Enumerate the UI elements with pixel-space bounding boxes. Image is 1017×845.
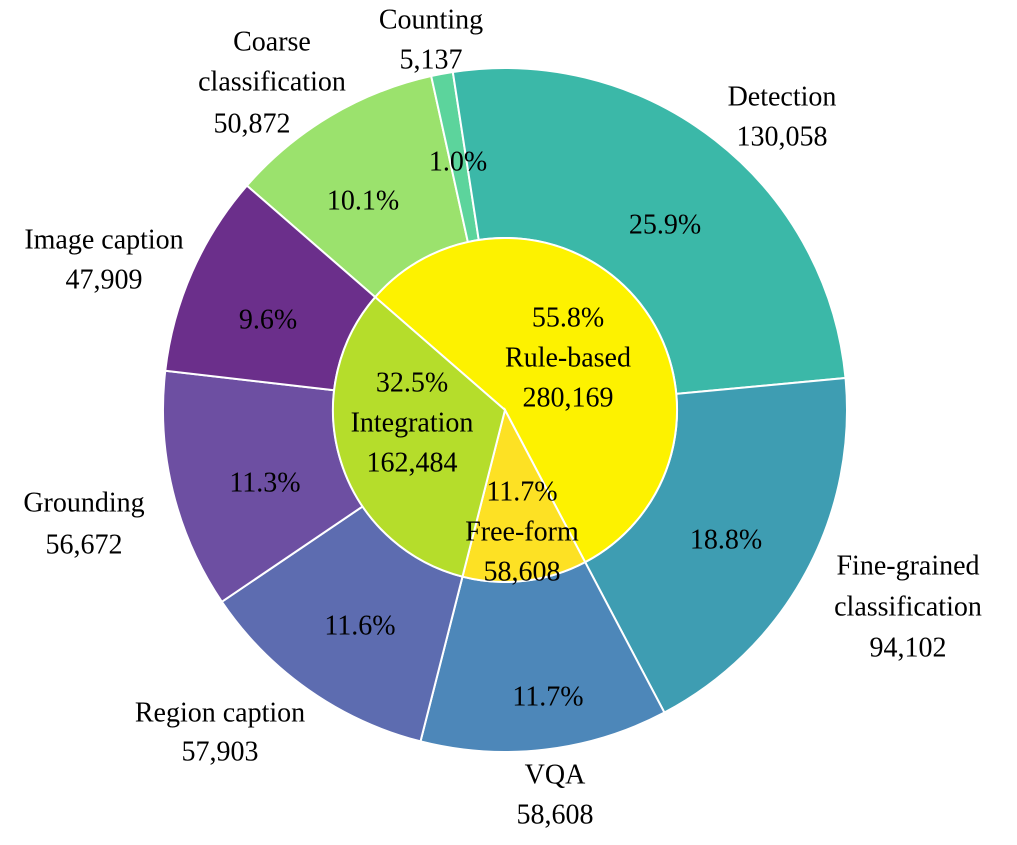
- value-label-free-form: 58,608: [484, 557, 561, 588]
- percent-label-coarse-classification: 10.1%: [327, 186, 399, 217]
- value-label-fine-grained-classification: 94,102: [870, 633, 947, 664]
- percent-label-integration: 32.5%: [376, 368, 448, 399]
- inner-slice-free-form: [461, 407, 587, 583]
- value-label-counting: 5,137: [400, 45, 463, 76]
- percent-label-fine-grained-classification: 18.8%: [690, 525, 762, 556]
- value-label-grounding: 56,672: [46, 530, 123, 561]
- category-label-fine-grained-classification: classification: [834, 592, 982, 623]
- value-label-coarse-classification: 50,872: [214, 109, 291, 140]
- category-label-integration: Integration: [351, 408, 474, 439]
- category-label-fine-grained-classification: Fine-grained: [836, 551, 979, 582]
- category-label-grounding: Grounding: [23, 488, 144, 519]
- value-label-vqa: 58,608: [517, 800, 594, 831]
- category-label-free-form: Free-form: [465, 517, 579, 548]
- category-label-region-caption: Region caption: [135, 698, 305, 729]
- inner-slice-integration: [332, 295, 507, 578]
- percent-label-region-caption: 11.6%: [324, 611, 395, 642]
- category-label-coarse-classification: classification: [198, 67, 346, 98]
- percent-label-image-caption: 9.6%: [239, 305, 297, 336]
- percent-label-detection: 25.9%: [629, 210, 701, 241]
- percent-label-free-form: 11.7%: [486, 477, 557, 508]
- value-label-region-caption: 57,903: [182, 737, 259, 768]
- category-label-counting: Counting: [379, 5, 483, 36]
- percent-label-rule-based: 55.8%: [532, 303, 604, 334]
- category-label-image-caption: Image caption: [24, 225, 183, 256]
- category-label-rule-based: Rule-based: [505, 343, 631, 374]
- value-label-image-caption: 47,909: [66, 265, 143, 296]
- percent-label-counting: 1.0%: [429, 147, 487, 178]
- value-label-integration: 162,484: [367, 448, 458, 479]
- category-label-detection: Detection: [728, 82, 837, 113]
- value-label-detection: 130,058: [737, 122, 828, 153]
- percent-label-vqa: 11.7%: [512, 682, 583, 713]
- inner-slice-rule-based: [373, 237, 678, 564]
- value-label-rule-based: 280,169: [523, 383, 614, 414]
- category-label-coarse-classification: Coarse: [233, 27, 311, 58]
- category-label-vqa: VQA: [525, 760, 586, 791]
- percent-label-grounding: 11.3%: [229, 468, 300, 499]
